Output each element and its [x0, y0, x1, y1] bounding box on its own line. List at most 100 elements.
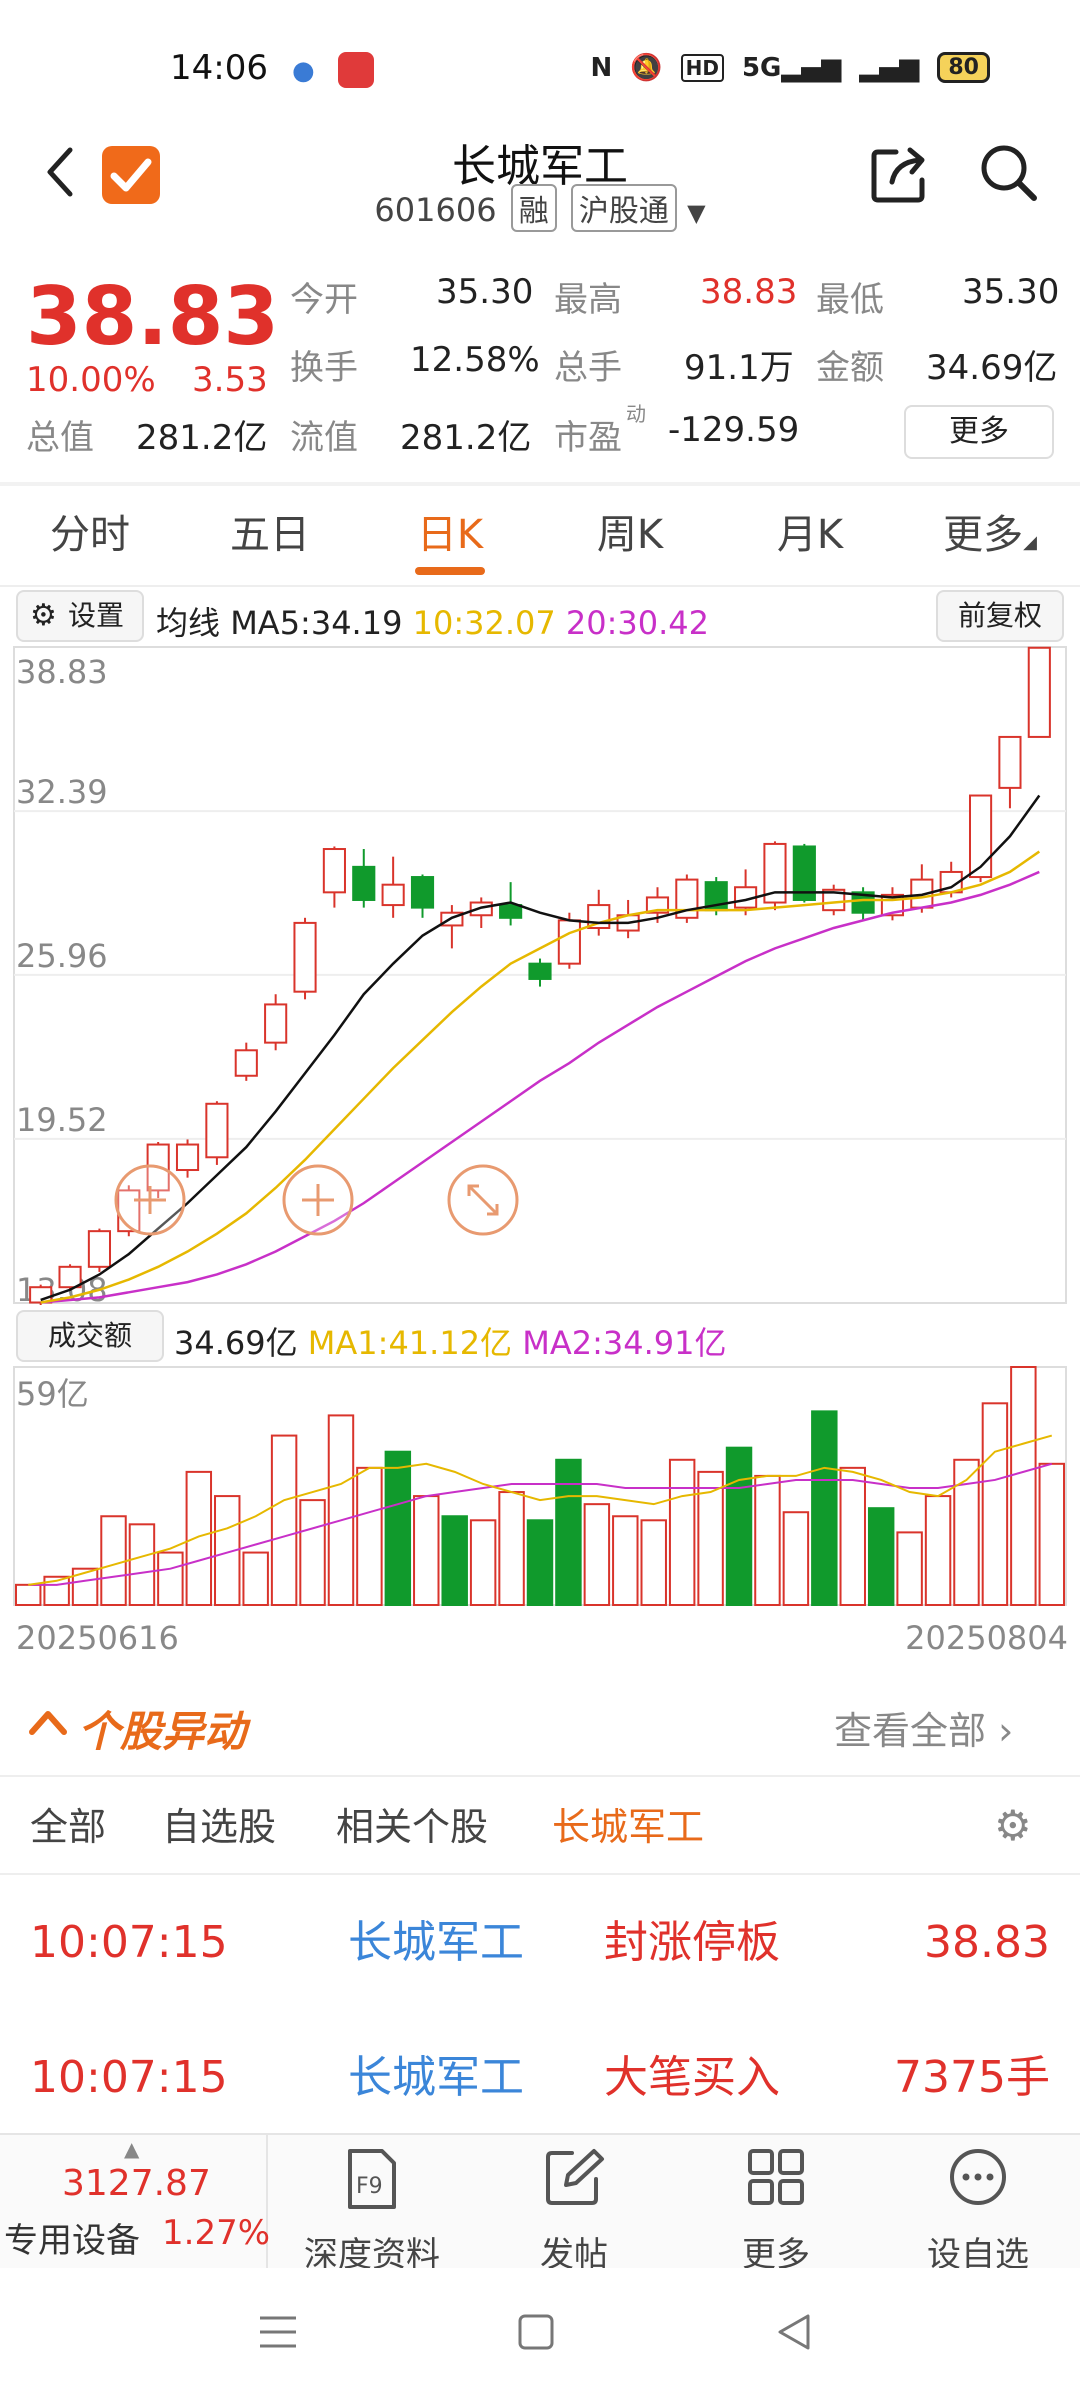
volume-indicator-button[interactable]: 成交额	[16, 1310, 164, 1362]
fullscreen-icon[interactable]	[447, 1164, 519, 1236]
volume-ma1-line	[28, 1434, 1053, 1586]
volume-bar-up	[242, 1551, 269, 1607]
amount-label: 金额	[816, 348, 884, 388]
volume-bar-up	[128, 1523, 156, 1606]
volume-bar-up	[327, 1414, 355, 1606]
volume-bar-up	[356, 1466, 383, 1606]
divider	[0, 585, 1080, 587]
float-label: 流值	[290, 418, 358, 458]
volume-bar-up	[469, 1519, 497, 1606]
share-icon[interactable]	[868, 142, 932, 206]
volume-bar-down	[526, 1519, 554, 1606]
alert-value: 7375手	[894, 2052, 1050, 2103]
control-stroke	[487, 1204, 499, 1216]
back-icon[interactable]	[40, 142, 80, 202]
volume-bar-down	[441, 1515, 468, 1607]
quote-panel: 38.83 10.00% 3.53 今开 35.30 最高 38.83 最低 3…	[0, 260, 1080, 480]
quote-more-button[interactable]: 更多	[904, 405, 1054, 459]
post-button[interactable]: 发帖	[474, 2135, 674, 2275]
volume-bar-down	[867, 1507, 895, 1607]
grid-icon	[748, 2149, 804, 2205]
more-dots-icon	[950, 2149, 1006, 2205]
filter-this-stock[interactable]: 长城军工	[552, 1805, 705, 1849]
chevron-right-icon: ›	[998, 1709, 1014, 1753]
alerts-header: 个股异动 查看全部 ›	[0, 1680, 1080, 1770]
settings-label: 设置	[68, 599, 125, 632]
svg-text:F9: F9	[356, 2174, 383, 2199]
more-menu-button[interactable]: 更多	[676, 2135, 876, 2275]
ma5-value: MA5:34.19	[230, 604, 403, 642]
adjust-button[interactable]: 前复权	[936, 590, 1064, 642]
sector-name: 专用设备	[4, 2221, 140, 2261]
filter-related[interactable]: 相关个股	[336, 1805, 489, 1849]
tab-five-day[interactable]: 五日	[230, 512, 310, 558]
volume-bar-up	[1010, 1366, 1037, 1606]
margin-tag: 融	[510, 184, 557, 232]
change-amt: 3.53	[192, 360, 268, 400]
candle-down	[851, 891, 875, 914]
filter-watchlist[interactable]: 自选股	[162, 1805, 277, 1849]
alert-stock[interactable]: 长城军工	[348, 1917, 524, 1968]
zoom-out-icon[interactable]	[114, 1164, 186, 1236]
ma-legend: 均线 MA5:34.19 10:32.07 20:30.42	[156, 598, 709, 644]
edit-icon	[546, 2149, 604, 2205]
zoom-in-icon[interactable]	[282, 1164, 354, 1236]
candle-down	[499, 904, 523, 919]
tab-intraday[interactable]: 分时	[50, 512, 130, 558]
volume-bar-up	[896, 1531, 923, 1606]
status-time: 14:06	[170, 48, 268, 88]
back-nav-icon[interactable]	[774, 2312, 814, 2352]
gear-icon[interactable]: ⚙	[994, 1801, 1032, 1850]
volume-legend: 34.69亿 MA1:41.12亿 MA2:34.91亿	[174, 1318, 727, 1364]
stock-code-line: 601606 融 沪股通 ▼	[0, 184, 1080, 232]
candle-up	[322, 848, 346, 894]
alert-stock[interactable]: 长城军工	[348, 2052, 524, 2103]
bottom-toolbar: ▲ 3127.87 专用设备 1.27% F9 深度资料 发帖 更多 设自选	[0, 2133, 1080, 2275]
volume-bar-up	[157, 1551, 184, 1607]
ma5-line	[40, 794, 1041, 1302]
watchlist-check-icon[interactable]	[100, 144, 162, 206]
add-watchlist-button[interactable]: 设自选	[878, 2135, 1078, 2275]
tab-monthly-k[interactable]: 月K	[776, 512, 844, 558]
start-date-label: 20250616	[16, 1619, 179, 1657]
pe-label: 市盈	[554, 418, 622, 458]
deep-info-button[interactable]: F9 深度资料	[272, 2135, 472, 2275]
alert-row[interactable]: 10:07:15 长城军工 封涨停板 38.83	[0, 1878, 1080, 2008]
menu-icon[interactable]	[256, 2312, 300, 2352]
search-icon[interactable]	[976, 140, 1042, 206]
volume-bar-up	[270, 1434, 298, 1606]
tab-weekly-k[interactable]: 周K	[596, 512, 664, 558]
alerts-filter-bar: 全部 自选股 相关个股 长城军工 ⚙	[0, 1775, 1080, 1875]
filter-all[interactable]: 全部	[30, 1805, 107, 1849]
dropdown-icon[interactable]: ▼	[687, 199, 706, 227]
view-all-link[interactable]: 查看全部 ›	[834, 1700, 1013, 1755]
signal-icon-2: ▂▄▆	[859, 52, 920, 83]
volume-chart[interactable]: 59亿 20250616 20250804	[0, 1365, 1080, 1665]
tab-more-label: 更多	[943, 512, 1024, 558]
candle-up	[998, 735, 1022, 789]
volume-bar-up	[640, 1519, 667, 1606]
sector-index[interactable]: ▲ 3127.87 专用设备 1.27%	[0, 2135, 270, 2270]
period-tabs: 分时 五日 日K 周K 月K 更多◢	[0, 490, 1080, 585]
volume-max-label: 59亿	[16, 1375, 89, 1413]
turnover-label: 换手	[290, 348, 358, 388]
volume-bar-down	[384, 1450, 412, 1606]
volume-bar-up	[100, 1515, 127, 1607]
tab-daily-k[interactable]: 日K	[360, 490, 540, 585]
volume-bar-up	[668, 1458, 696, 1606]
low-value: 35.30	[962, 272, 1060, 312]
home-icon[interactable]	[516, 2312, 556, 2352]
alerts-title: 个股异动	[78, 1707, 247, 1756]
status-bar: 14:06 ● N 🔕 HD 5G▂▄▆ ▂▄▆ 80	[0, 0, 1080, 130]
chart-settings-button[interactable]: ⚙ 设置	[16, 590, 144, 642]
tab-more[interactable]: 更多◢	[900, 490, 1080, 585]
y-tick-label: 38.83	[16, 653, 108, 691]
alert-row[interactable]: 10:07:15 长城军工 大笔买入 7375手	[0, 2013, 1080, 2143]
volume-bar-down	[555, 1458, 582, 1606]
corner-triangle-icon: ◢	[1023, 532, 1037, 553]
ma20-value: 20:30.42	[565, 604, 709, 642]
volume-bar-up	[299, 1499, 326, 1606]
chevron-up-icon[interactable]	[28, 1704, 68, 1740]
candle-up	[557, 919, 581, 965]
